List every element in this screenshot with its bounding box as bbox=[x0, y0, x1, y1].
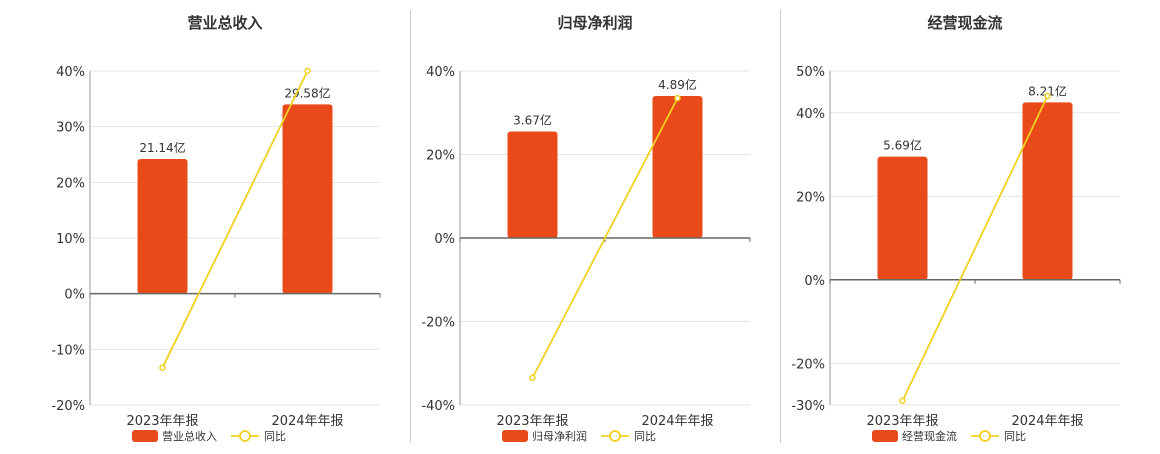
bar-data-label: 5.69亿 bbox=[883, 138, 922, 153]
legend-label-bar: 经营现金流 bbox=[902, 429, 957, 443]
yoy-point bbox=[529, 374, 536, 382]
y-tick-label: 0% bbox=[64, 288, 85, 303]
y-tick-label: 0% bbox=[434, 232, 455, 247]
y-tick-label: 20% bbox=[796, 190, 825, 205]
bar-data-label: 21.14亿 bbox=[139, 140, 185, 155]
y-tick-label: 0% bbox=[804, 274, 825, 289]
y-tick-label: -20% bbox=[51, 399, 85, 414]
chart-title: 经营现金流 bbox=[927, 14, 1003, 32]
legend-label-line: 同比 bbox=[634, 430, 656, 443]
x-tick-label: 2024年年报 bbox=[641, 414, 713, 429]
x-tick-label: 2023年年报 bbox=[126, 414, 198, 429]
legend-label-bar: 归母净利润 bbox=[532, 429, 587, 443]
legend-swatch-marker bbox=[609, 430, 621, 442]
yoy-point bbox=[304, 67, 311, 75]
y-tick-label: -20% bbox=[791, 357, 825, 372]
panel-divider bbox=[410, 10, 411, 443]
revenue-chart: -20% -10% 0% 10% 20% 30% 40% 21.14亿 29.58亿 2023年年… bbox=[51, 65, 381, 443]
bar bbox=[652, 96, 703, 238]
bar-data-label: 8.21亿 bbox=[1028, 83, 1067, 98]
yoy-point bbox=[159, 364, 166, 371]
bar-data-label: 3.67亿 bbox=[513, 113, 552, 128]
yoy-series-line bbox=[531, 97, 679, 379]
y-tick-label: -20% bbox=[421, 316, 455, 331]
x-tick-label: 2023年年报 bbox=[866, 414, 938, 429]
legend-label-line: 同比 bbox=[1004, 430, 1026, 443]
legend-swatch-bar bbox=[132, 430, 158, 442]
chart-title: 营业总收入 bbox=[187, 14, 263, 32]
chart-panel-net-profit: 归母净利润 -40% -20% 0% 20% 40% 3.67亿 4.89亿 2023年年报 2… bbox=[410, 0, 780, 450]
yoy-series-line bbox=[161, 70, 309, 369]
y-tick-label: 40% bbox=[796, 107, 825, 122]
y-tick-label: 50% bbox=[796, 65, 825, 80]
bar-data-label: 29.58亿 bbox=[284, 85, 330, 100]
yoy-point bbox=[1044, 92, 1051, 100]
legend-label-line: 同比 bbox=[264, 430, 286, 443]
yoy-point bbox=[674, 94, 681, 102]
legend-swatch-marker bbox=[979, 430, 991, 442]
panel-divider bbox=[780, 10, 781, 443]
chart-panel-cash-flow: 经营现金流 -30% -20% 0% 20% 40% 50% 5.69亿 8.21亿 2023年… bbox=[780, 0, 1150, 450]
y-tick-label: -10% bbox=[51, 343, 85, 358]
x-tick-label: 2023年年报 bbox=[496, 414, 568, 429]
y-tick-label: 20% bbox=[426, 149, 455, 164]
legend-swatch-bar bbox=[502, 430, 528, 442]
x-tick-label: 2024年年报 bbox=[271, 414, 343, 429]
y-tick-label: 40% bbox=[56, 65, 85, 80]
yoy-point bbox=[899, 397, 906, 405]
yoy-series-line bbox=[901, 95, 1049, 402]
bar bbox=[137, 158, 188, 294]
y-tick-label: 20% bbox=[56, 176, 85, 191]
y-tick-label: 30% bbox=[56, 121, 85, 136]
chart-panel-revenue: 营业总收入 -20% -10% 0% 10% 20% 30% 40% 21.14亿 29.58亿… bbox=[40, 0, 410, 450]
cash-flow-chart: -30% -20% 0% 20% 40% 50% 5.69亿 8.21亿 2023年年报 2024… bbox=[791, 65, 1121, 443]
bar bbox=[1022, 102, 1073, 280]
x-tick-label: 2024年年报 bbox=[1011, 414, 1083, 429]
y-tick-label: -30% bbox=[791, 399, 825, 414]
bar bbox=[877, 156, 928, 280]
bar bbox=[507, 131, 558, 238]
net-profit-chart: -40% -20% 0% 20% 40% 3.67亿 4.89亿 2023年年报 2024年年报… bbox=[421, 65, 751, 443]
bar bbox=[282, 104, 333, 294]
chart-title: 归母净利润 bbox=[557, 14, 633, 32]
legend-swatch-bar bbox=[872, 430, 898, 442]
y-tick-label: 40% bbox=[426, 65, 455, 80]
bar-data-label: 4.89亿 bbox=[658, 77, 697, 92]
legend-swatch-marker bbox=[239, 430, 251, 442]
y-tick-label: 10% bbox=[56, 232, 85, 247]
y-tick-label: -40% bbox=[421, 399, 455, 414]
legend-label-bar: 营业总收入 bbox=[162, 429, 217, 443]
